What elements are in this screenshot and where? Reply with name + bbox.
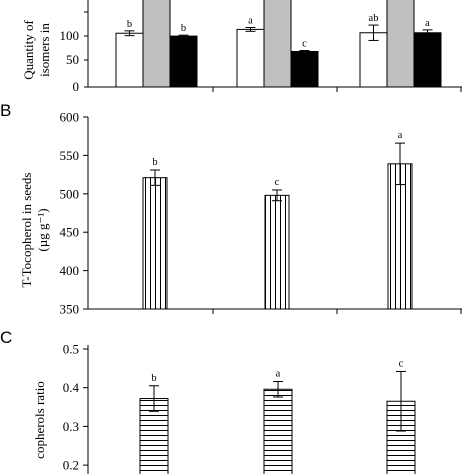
panel-c-error-bar-1 bbox=[149, 385, 159, 412]
panel-a-letter-1-3: b bbox=[181, 23, 186, 34]
panel-a-error-bar-2-1 bbox=[245, 26, 256, 32]
panel-a-bar-3-2 bbox=[386, 0, 415, 88]
panel-a-bar-3-3 bbox=[413, 32, 442, 88]
panel-a-error-bar-3-1 bbox=[368, 24, 379, 41]
panel-a-bar-1-2 bbox=[142, 0, 171, 88]
panel-b-letter-2: c bbox=[275, 177, 280, 188]
panel-b-letter-3: a bbox=[398, 130, 403, 141]
panel-b: B T-Tocopherol in seeds (µg g⁻¹) 350 400 4… bbox=[0, 101, 462, 317]
panel-b-ytick-4: 550 bbox=[60, 148, 80, 163]
panel-b-ytick-1: 400 bbox=[60, 263, 80, 278]
panel-c-letter-1: b bbox=[151, 373, 156, 384]
panel-a-ytick-0: 0 bbox=[73, 79, 80, 94]
panel-c-error-bar-3 bbox=[396, 370, 406, 432]
panel-a-ylabel-line2: isomers in bbox=[37, 23, 52, 77]
panel-a-letter-2-3: c bbox=[302, 39, 307, 50]
panel-b-ytick-0: 350 bbox=[60, 302, 80, 317]
panel-a-letter-3-3: a bbox=[425, 18, 430, 29]
panel-b-ytick-5: 600 bbox=[60, 110, 80, 125]
panel-a-letter-2-1: a bbox=[248, 15, 253, 26]
panel-a-letter-1-1: b bbox=[127, 19, 132, 30]
panel-c-yticks: 0.2 0.3 0.4 0.5 bbox=[63, 342, 88, 473]
panel-b-yticks: 350 400 450 500 550 600 bbox=[60, 110, 88, 317]
panel-b-bar-2 bbox=[264, 194, 290, 310]
panel-label-c: C bbox=[0, 328, 12, 347]
panel-a-bar-1-1 bbox=[115, 32, 144, 88]
panel-label-b: B bbox=[0, 101, 11, 120]
panel-b-ylabel-line1: T-Tocopherol in seeds bbox=[19, 173, 34, 288]
panel-c-ytick-3: 0.5 bbox=[63, 342, 79, 357]
panel-c-ytick-0: 0.2 bbox=[63, 458, 79, 473]
panel-a-bar-1-3 bbox=[169, 35, 198, 88]
panel-c-letter-3: c bbox=[399, 358, 404, 369]
panel-b-letter-1: b bbox=[152, 157, 157, 168]
panel-a-bar-2-3 bbox=[290, 50, 319, 88]
panel-b-bar-3 bbox=[387, 163, 413, 310]
panel-c-ylabel-line1: copherols ratio bbox=[32, 381, 47, 459]
panel-a-ytick-2: 100 bbox=[60, 28, 80, 43]
panel-b-error-bar-1 bbox=[150, 169, 160, 186]
panel-b-error-bar-3 bbox=[395, 142, 405, 186]
panel-a-marks: b b a c ab a bbox=[115, 0, 442, 88]
panel-c-letter-2: a bbox=[276, 369, 281, 380]
panel-c-bar-2 bbox=[263, 388, 293, 474]
panel-b-ylabel-line2: (µg g⁻¹) bbox=[35, 208, 50, 251]
panel-c-ytick-2: 0.4 bbox=[63, 380, 80, 395]
panel-a-error-bar-2-3 bbox=[299, 50, 310, 53]
panel-c-ytick-1: 0.3 bbox=[63, 419, 79, 434]
panel-a-bar-3-1 bbox=[359, 32, 388, 88]
panel-a-error-bar-1-3 bbox=[178, 34, 189, 38]
panel-a-error-bar-1-1 bbox=[124, 30, 135, 37]
panel-b-ytick-2: 450 bbox=[60, 225, 80, 240]
panel-c-error-bar-2 bbox=[273, 381, 283, 398]
panel-b-bar-1 bbox=[142, 177, 168, 310]
panel-b-error-bar-2 bbox=[272, 189, 282, 202]
panel-c: C copherols ratio 0.2 0.3 0.4 0.5 b a c bbox=[0, 328, 416, 474]
panel-c-marks: b a c bbox=[139, 358, 416, 474]
panel-b-marks: b c a bbox=[142, 130, 413, 310]
panel-a-error-bar-3-3 bbox=[422, 29, 433, 37]
panel-b-ytick-3: 500 bbox=[60, 186, 80, 201]
panel-a-bar-2-1 bbox=[236, 28, 265, 88]
panel-a: Quantity of isomers in 0 50 100 b b a c ab a bbox=[21, 0, 462, 94]
panel-a-letter-3-1: ab bbox=[369, 13, 379, 24]
panel-a-bar-2-2 bbox=[263, 0, 292, 88]
panel-a-ytick-1: 50 bbox=[66, 52, 79, 67]
panel-a-ylabel-line1: Quantity of bbox=[21, 20, 36, 80]
